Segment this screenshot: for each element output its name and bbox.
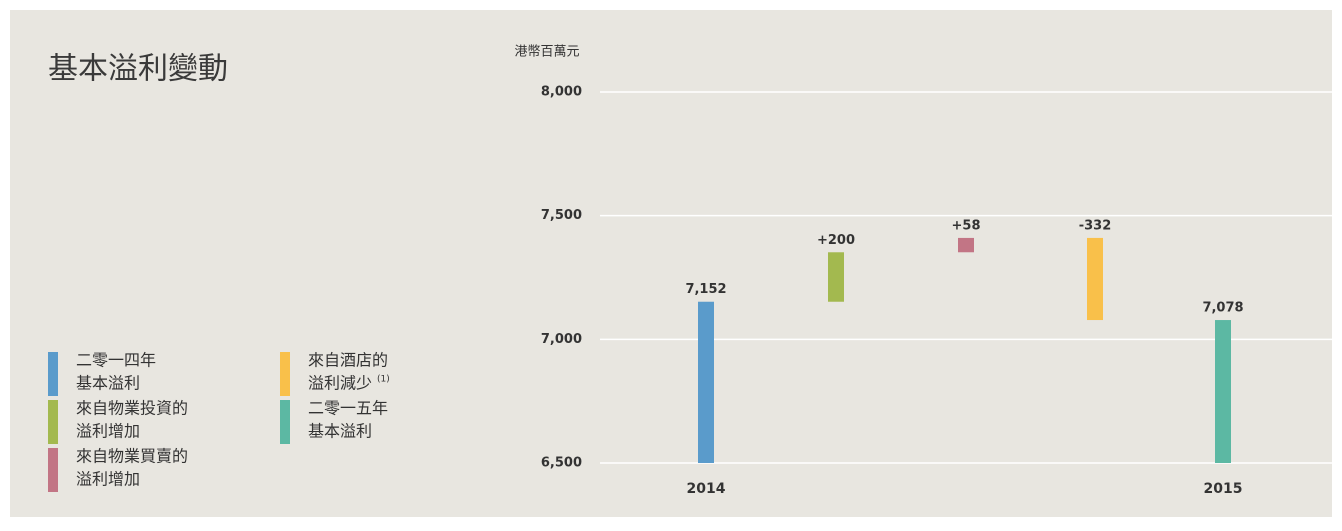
value-label: 7,078 <box>1202 301 1243 316</box>
legend-label: 來自物業投資的 <box>76 399 188 418</box>
value-label: +200 <box>817 233 855 248</box>
legend-label: 基本溢利 <box>76 374 140 393</box>
y-tick-label: 7,500 <box>541 208 582 223</box>
x-tick-label: 2014 <box>687 481 726 497</box>
x-tick-label: 2015 <box>1204 481 1243 497</box>
value-label: +58 <box>952 218 981 233</box>
legend-swatch <box>48 400 58 444</box>
legend-swatch <box>48 448 58 492</box>
legend-label: 二零一四年 <box>76 351 156 370</box>
legend-label: 溢利增加 <box>76 470 140 489</box>
legend-label: 二零一五年 <box>308 399 388 418</box>
legend-label: 基本溢利 <box>308 422 372 441</box>
value-label: -332 <box>1079 218 1112 233</box>
y-axis-label: 港幣百萬元 <box>514 45 579 60</box>
bar <box>958 237 974 253</box>
panel <box>10 10 1332 517</box>
legend-swatch <box>280 352 290 396</box>
legend-label: 溢利增加 <box>76 422 140 441</box>
bar <box>1215 320 1231 463</box>
chart-title: 基本溢利變動 <box>48 52 228 87</box>
legend-swatch <box>280 400 290 444</box>
legend-label: 來自物業買賣的 <box>76 447 188 466</box>
y-tick-label: 7,000 <box>541 332 582 347</box>
legend-label: 溢利減少 <box>308 374 372 393</box>
y-tick-label: 8,000 <box>541 85 582 100</box>
legend-label: 來自酒店的 <box>308 351 388 370</box>
bar <box>698 301 714 463</box>
legend-swatch <box>48 352 58 396</box>
bar <box>1087 237 1103 321</box>
bar <box>828 252 844 302</box>
legend-note: (1) <box>377 375 390 385</box>
y-tick-label: 6,500 <box>541 456 582 471</box>
value-label: 7,152 <box>685 282 726 297</box>
